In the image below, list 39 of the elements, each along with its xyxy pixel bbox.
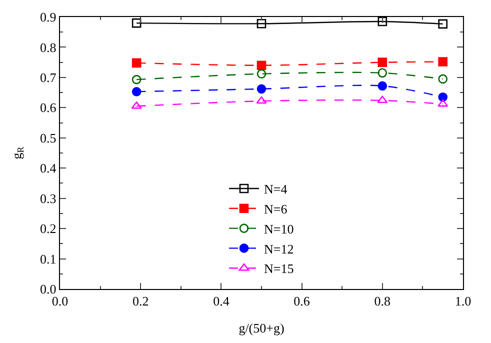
legend-label: N=4 bbox=[264, 182, 288, 197]
x-axis-title: g/(50+g) bbox=[238, 320, 284, 336]
legend-label: N=15 bbox=[264, 261, 294, 276]
point bbox=[438, 19, 448, 29]
y-tick-label: 0.1 bbox=[40, 251, 56, 266]
y-tick-label: 0.4 bbox=[40, 160, 57, 176]
point bbox=[256, 84, 266, 94]
point bbox=[256, 96, 267, 104]
y-tick-label: 0.5 bbox=[40, 130, 56, 146]
x-tick-label: 0.8 bbox=[374, 294, 391, 309]
point bbox=[378, 68, 388, 78]
point bbox=[438, 57, 448, 66]
x-tick-label: 0.6 bbox=[294, 294, 310, 309]
point bbox=[132, 58, 142, 68]
point bbox=[132, 87, 142, 96]
point bbox=[132, 74, 142, 84]
point bbox=[377, 96, 388, 104]
y-tick-label: 0.3 bbox=[40, 190, 56, 206]
point bbox=[378, 81, 388, 91]
y-tick-label: 0.9 bbox=[40, 10, 56, 25]
y-tick-label: 0.6 bbox=[40, 100, 57, 116]
point bbox=[438, 92, 448, 102]
point bbox=[256, 69, 266, 78]
x-tick-label: 0.2 bbox=[132, 294, 149, 309]
point bbox=[438, 74, 448, 84]
point bbox=[438, 99, 448, 107]
point bbox=[256, 60, 266, 70]
legend-label: N=6 bbox=[264, 201, 288, 216]
point bbox=[378, 58, 388, 67]
legend-label: N=12 bbox=[264, 241, 294, 256]
point bbox=[256, 19, 266, 28]
legend-label: N=10 bbox=[264, 221, 294, 236]
y-tick-label: 0.7 bbox=[40, 70, 57, 85]
x-tick-label: 1.0 bbox=[454, 294, 472, 309]
point bbox=[132, 18, 142, 28]
y-tick-label: 0.2 bbox=[40, 221, 56, 236]
x-tick-label: 0.4 bbox=[213, 294, 230, 309]
y-tick-label: 0.8 bbox=[40, 40, 56, 55]
point bbox=[378, 17, 388, 26]
